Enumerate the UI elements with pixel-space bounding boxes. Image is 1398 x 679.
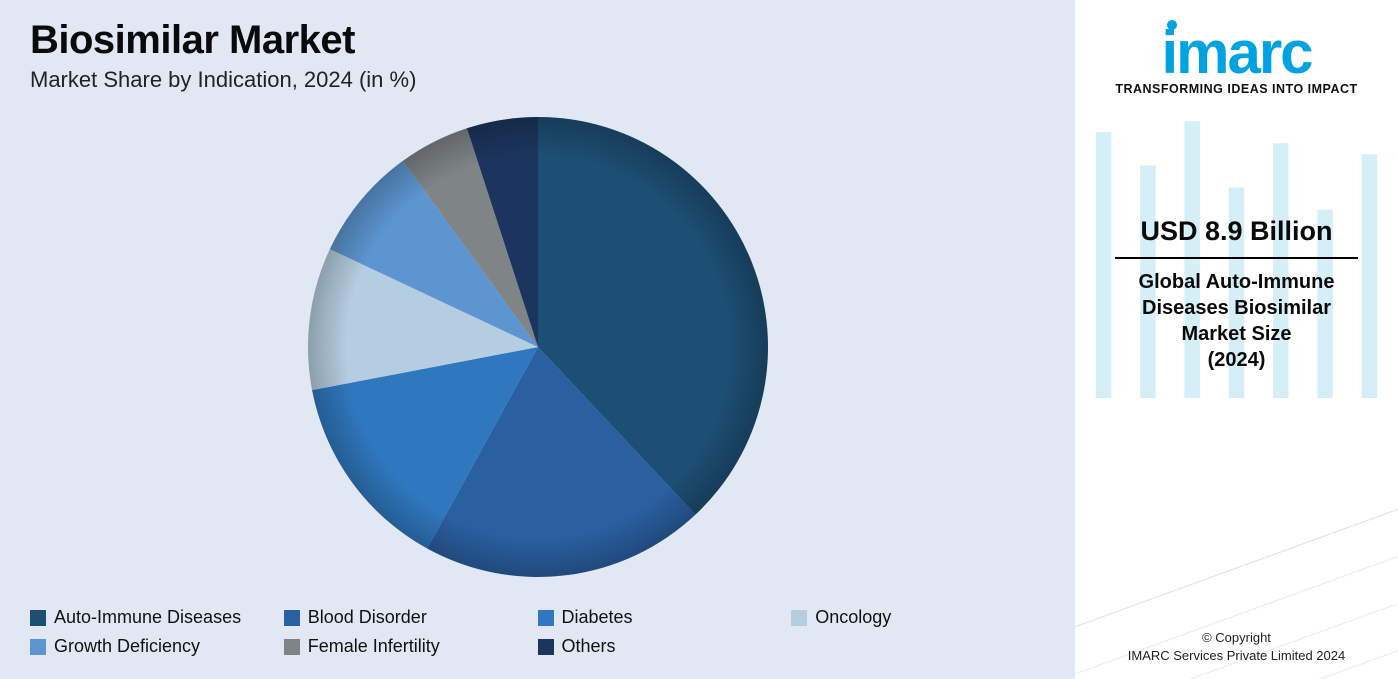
legend-swatch [284, 610, 300, 626]
legend-swatch [284, 639, 300, 655]
metric-description: Global Auto-ImmuneDiseases BiosimilarMar… [1093, 269, 1380, 373]
legend-item: Female Infertility [284, 636, 538, 657]
key-metric: USD 8.9 Billion Global Auto-ImmuneDiseas… [1093, 216, 1380, 373]
legend-swatch [30, 610, 46, 626]
legend-item: Others [538, 636, 792, 657]
metric-value: USD 8.9 Billion [1093, 216, 1380, 257]
legend-item: Diabetes [538, 607, 792, 628]
page-title: Biosimilar Market [30, 18, 1045, 63]
metric-divider [1115, 257, 1359, 259]
pie-shade-overlay [308, 117, 768, 577]
legend-label: Diabetes [562, 607, 633, 628]
pie-chart-area [30, 93, 1045, 601]
legend-label: Blood Disorder [308, 607, 427, 628]
legend-label: Others [562, 636, 616, 657]
chart-legend: Auto-Immune Diseases Blood Disorder Diabet… [30, 601, 1045, 669]
page-root: Biosimilar Market Market Share by Indica… [0, 0, 1398, 679]
legend-item: Blood Disorder [284, 607, 538, 628]
page-subtitle: Market Share by Indication, 2024 (in %) [30, 67, 1045, 93]
legend-item: Oncology [791, 607, 1045, 628]
logo-wordmark: imarc [1161, 26, 1311, 80]
logo-text: imarc [1161, 19, 1311, 86]
legend-item: Auto-Immune Diseases [30, 607, 284, 628]
legend-item: Growth Deficiency [30, 636, 284, 657]
legend-swatch [30, 639, 46, 655]
legend-label: Growth Deficiency [54, 636, 200, 657]
brand-logo: imarc TRANSFORMING IDEAS INTO IMPACT [1093, 26, 1380, 96]
legend-swatch [538, 639, 554, 655]
chart-panel: Biosimilar Market Market Share by Indica… [0, 0, 1075, 679]
legend-swatch [791, 610, 807, 626]
side-panel: 8982048 72768 imarc TRANSFORMING IDEAS I… [1075, 0, 1398, 679]
decorative-background: 8982048 72768 [1075, 110, 1398, 679]
copyright-notice: © CopyrightIMARC Services Private Limite… [1075, 629, 1398, 665]
legend-label: Oncology [815, 607, 891, 628]
legend-swatch [538, 610, 554, 626]
legend-label: Auto-Immune Diseases [54, 607, 241, 628]
pie-chart [308, 117, 768, 577]
legend-label: Female Infertility [308, 636, 440, 657]
